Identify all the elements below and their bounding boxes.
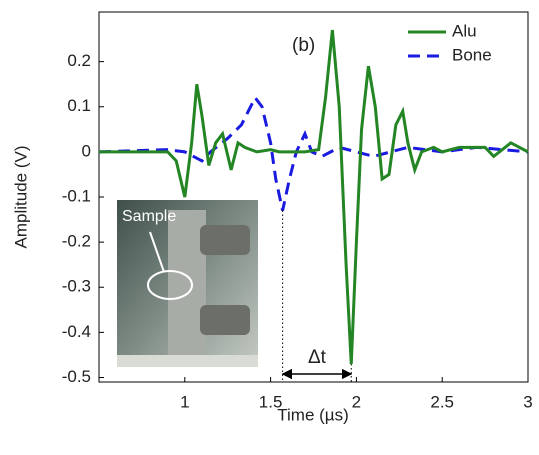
- y-tick-label: -0.4: [62, 322, 91, 341]
- y-tick-label: 0: [82, 141, 91, 160]
- inset-label: Sample: [122, 208, 176, 225]
- delta-label: Δt: [308, 347, 327, 368]
- panel-label: (b): [292, 35, 315, 56]
- legend-label: Alu: [452, 21, 477, 40]
- x-tick-label: 3: [523, 392, 532, 411]
- y-tick-label: -0.5: [62, 367, 91, 386]
- series-line: [98, 94, 529, 211]
- y-tick-label: 0.1: [67, 96, 91, 115]
- y-axis-label: Amplitude (V): [11, 146, 30, 249]
- x-tick-label: 2: [352, 392, 361, 411]
- x-tick-label: 1: [180, 392, 189, 411]
- x-axis-label: Time (µs): [277, 405, 349, 424]
- y-tick-label: -0.2: [62, 232, 91, 251]
- y-tick-label: -0.1: [62, 186, 91, 205]
- inset-photo: [117, 200, 258, 367]
- series-line: [99, 29, 529, 365]
- x-tick-label: 1.5: [259, 392, 283, 411]
- x-tick-label: 2.5: [430, 392, 454, 411]
- y-tick-label: 0.2: [67, 51, 91, 70]
- legend-label: Bone: [452, 45, 492, 64]
- y-tick-label: -0.3: [62, 277, 91, 296]
